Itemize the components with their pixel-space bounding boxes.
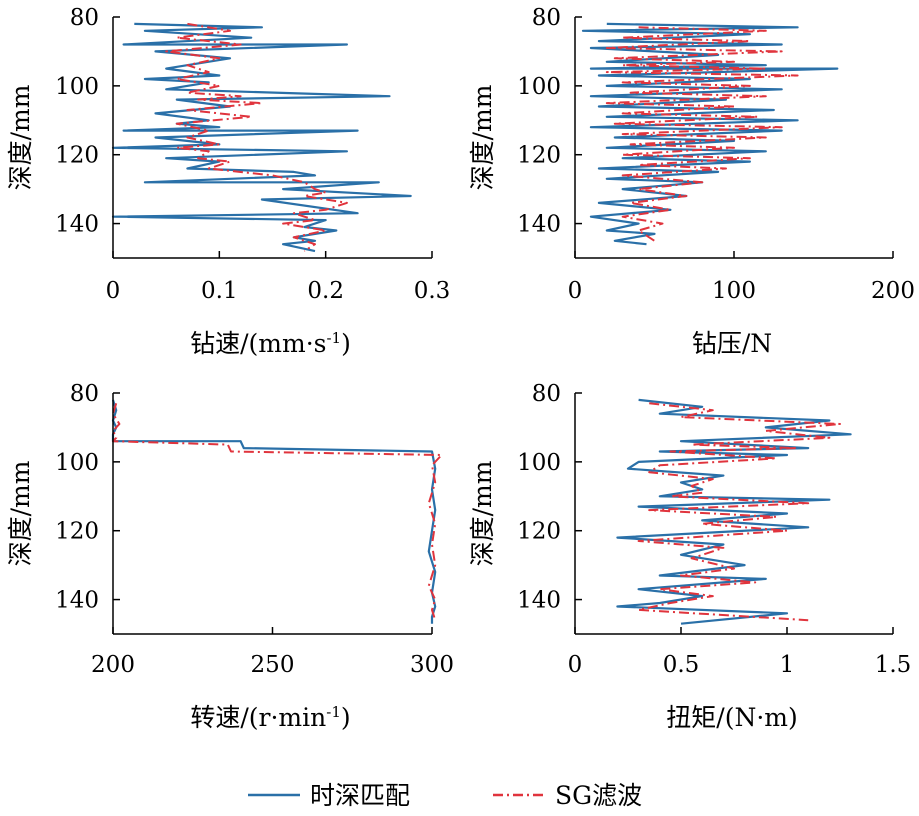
x-tick-label-drill-speed: 0.1	[201, 278, 238, 304]
y-tick-label-rotation-speed: 140	[55, 588, 99, 614]
series-line-drill-speed-b	[165, 22, 348, 252]
panel-drill-pressure: 80 100 120 140 0 100 200 深度/mm 钻压/N	[468, 5, 915, 358]
panel-rotation-speed: 80 100 120 140 200 250 300 深度/mm 转速/(r·min-1)	[6, 381, 454, 732]
x-tick-label-torque: 1	[780, 652, 795, 678]
y-tick-label-rotation-speed: 100	[55, 450, 99, 476]
x-tick-label-drill-speed: 0.2	[307, 278, 344, 304]
y-axis-title-drill-pressure: 深度/mm	[468, 84, 497, 190]
panel-drill-speed: 80 100 120 140 0 0.1 0.2 0.3 深度/mm 钻速/(mm·s-1)	[6, 5, 450, 358]
x-axis-title-drill-speed: 钻速/(mm·s-1)	[190, 329, 351, 358]
y-tick-label-torque: 80	[532, 381, 561, 407]
y-tick-label-drill-speed: 100	[55, 74, 99, 100]
series-line-rotation-speed-b	[112, 403, 443, 621]
y-axis-title-rotation-speed: 深度/mm	[6, 460, 35, 566]
y-tick-label-torque: 100	[517, 450, 561, 476]
x-tick-label-drill-pressure: 200	[871, 278, 915, 304]
y-tick-label-drill-speed: 140	[55, 212, 99, 238]
series-line-torque-a	[616, 398, 852, 625]
x-tick-label-rotation-speed: 300	[410, 652, 454, 678]
y-tick-label-drill-pressure: 80	[532, 5, 561, 31]
legend-label-series-b: SG滤波	[555, 781, 642, 810]
y-tick-label-rotation-speed: 120	[55, 519, 99, 545]
series-line-torque-b	[637, 402, 841, 622]
x-tick-label-drill-speed: 0.3	[414, 278, 451, 304]
y-axis-title-torque: 深度/mm	[468, 460, 497, 566]
x-tick-label-drill-pressure: 100	[712, 278, 756, 304]
x-axis-title-torque: 扭矩/(N·m)	[666, 703, 797, 732]
y-tick-label-drill-pressure: 120	[517, 143, 561, 169]
x-axis-title-drill-pressure: 钻压/N	[692, 329, 772, 358]
panel-torque: 80 100 120 140 0 0.5 1 1.5 深度/mm 扭矩/(N·m)	[468, 381, 911, 732]
x-tick-label-rotation-speed: 250	[251, 652, 295, 678]
y-tick-label-rotation-speed: 80	[70, 381, 99, 407]
y-tick-label-torque: 140	[517, 588, 561, 614]
y-tick-label-drill-pressure: 140	[517, 212, 561, 238]
x-tick-label-drill-speed: 0	[106, 278, 121, 304]
y-tick-label-torque: 120	[517, 519, 561, 545]
series-line-drill-pressure-a	[581, 22, 839, 246]
y-tick-label-drill-speed: 80	[70, 5, 99, 31]
y-tick-label-drill-speed: 120	[55, 143, 99, 169]
x-tick-label-drill-pressure: 0	[568, 278, 583, 304]
y-axis-title-drill-speed: 深度/mm	[6, 84, 35, 190]
series-line-rotation-speed-a	[111, 399, 437, 624]
x-tick-label-torque: 0.5	[663, 652, 700, 678]
x-tick-label-torque: 0	[568, 652, 583, 678]
x-tick-label-rotation-speed: 200	[91, 652, 135, 678]
series-line-drill-speed-a	[111, 22, 412, 253]
series-line-drill-pressure-b	[605, 26, 799, 242]
legend-label-series-a: 时深匹配	[310, 781, 410, 810]
x-tick-label-torque: 1.5	[875, 652, 912, 678]
y-tick-label-drill-pressure: 100	[517, 74, 561, 100]
x-axis-title-rotation-speed: 转速/(r·min-1)	[190, 703, 350, 732]
legend: 时深匹配 SG滤波	[248, 781, 642, 810]
